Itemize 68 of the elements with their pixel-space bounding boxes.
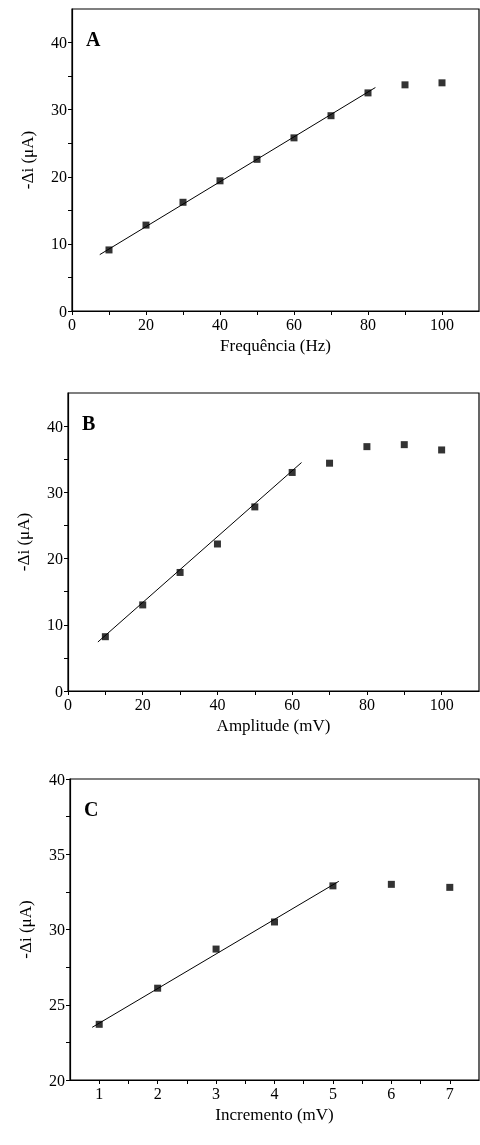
point [329, 882, 337, 890]
point [364, 89, 372, 97]
point [290, 134, 298, 142]
x-tick-label: 20 [138, 315, 154, 333]
x-axis-title: Frequência (Hz) [220, 335, 331, 355]
point [401, 81, 409, 89]
point [251, 503, 259, 511]
x-tick-label: 3 [212, 1084, 221, 1102]
y-tick-label: 10 [51, 235, 67, 253]
y-tick-label: 30 [49, 921, 65, 938]
x-tick-label: 7 [445, 1084, 454, 1102]
point [288, 468, 296, 476]
x-tick-label: 80 [358, 695, 375, 713]
y-axis-title: -Δi (μA) [18, 130, 37, 190]
y-tick-label: 30 [51, 101, 67, 119]
annotation: A [86, 28, 101, 50]
y-axis-title: -Δi (μA) [16, 900, 35, 959]
x-tick-label: 6 [387, 1084, 396, 1102]
point [212, 945, 220, 953]
point [438, 79, 446, 87]
y-tick-label: 25 [49, 996, 65, 1014]
y-tick-label: 0 [59, 302, 67, 320]
x-axis-title: Incremento (mV) [215, 1104, 334, 1124]
point [438, 446, 446, 454]
x-tick-label: 40 [209, 695, 226, 713]
y-tick-label: 20 [51, 168, 67, 186]
y-tick-label: 40 [51, 34, 67, 52]
point [105, 246, 113, 254]
x-tick-label: 4 [270, 1084, 279, 1102]
y-tick-label: 30 [47, 483, 63, 501]
x-tick-label: 20 [134, 695, 151, 713]
point [95, 1020, 103, 1028]
x-tick-label: 5 [328, 1084, 337, 1102]
point [400, 441, 408, 449]
point [176, 568, 184, 576]
point [253, 155, 261, 163]
y-axis-title: -Δi (μA) [14, 512, 33, 572]
point [139, 601, 147, 609]
point [101, 633, 109, 641]
x-tick-label: 2 [153, 1084, 162, 1102]
point [179, 198, 187, 206]
point [216, 177, 224, 185]
point [271, 918, 278, 926]
point [142, 221, 150, 229]
x-tick-label: 60 [284, 695, 301, 713]
point [446, 883, 454, 891]
x-tick-label: 80 [360, 315, 376, 333]
point [387, 880, 395, 888]
y-tick-label: 40 [47, 417, 63, 435]
x-tick-label: 60 [286, 315, 302, 333]
annotation: B [82, 412, 96, 434]
point [327, 112, 335, 120]
y-tick-label: 0 [55, 682, 63, 700]
annotation: C [84, 798, 99, 820]
y-tick-label: 40 [49, 770, 65, 788]
x-axis-title: Amplitude (mV) [216, 715, 331, 735]
x-tick-label: 100 [429, 695, 454, 713]
point [154, 984, 162, 992]
x-tick-label: 40 [212, 315, 228, 333]
x-tick-label: 100 [430, 315, 454, 333]
y-tick-label: 20 [49, 1071, 65, 1089]
y-tick-label: 10 [47, 616, 63, 634]
point [363, 443, 371, 451]
y-tick-label: 20 [47, 550, 63, 568]
point [213, 540, 221, 548]
y-tick-label: 35 [49, 845, 65, 863]
x-tick-label: 1 [95, 1084, 104, 1102]
point [326, 459, 334, 467]
